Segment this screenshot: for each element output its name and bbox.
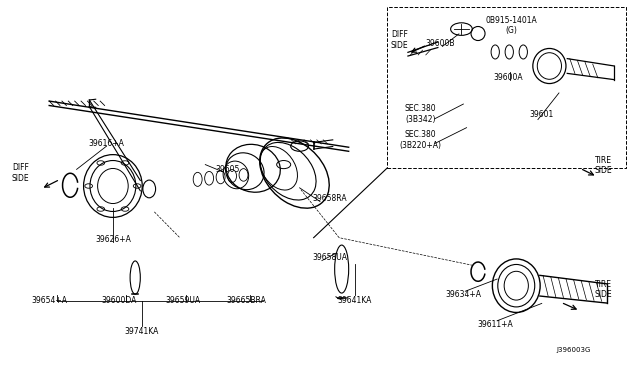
Text: 39600A: 39600A: [493, 73, 523, 81]
Text: 39659UA: 39659UA: [165, 296, 200, 305]
Text: TIRE
SIDE: TIRE SIDE: [595, 280, 612, 299]
Text: 39658UA: 39658UA: [312, 253, 347, 263]
Text: 39634+A: 39634+A: [445, 291, 481, 299]
Text: 39601: 39601: [530, 109, 554, 119]
Text: TIRE
SIDE: TIRE SIDE: [595, 156, 612, 175]
Text: 39600B: 39600B: [425, 39, 454, 48]
Text: J396003G: J396003G: [556, 347, 591, 353]
Text: 39641KA: 39641KA: [338, 296, 372, 305]
Text: 39665BRA: 39665BRA: [227, 296, 267, 305]
Text: 39658RA: 39658RA: [312, 195, 347, 203]
Text: 39605: 39605: [216, 165, 240, 174]
Text: SEC.380
(3B220+A): SEC.380 (3B220+A): [400, 130, 442, 150]
Text: 39741KA: 39741KA: [124, 327, 159, 336]
Text: 39611+A: 39611+A: [477, 320, 513, 329]
Text: 39616+A: 39616+A: [88, 139, 124, 148]
Text: 39626+A: 39626+A: [95, 235, 131, 244]
Text: DIFF
SIDE: DIFF SIDE: [12, 163, 29, 183]
Text: 39600DA: 39600DA: [102, 296, 137, 305]
Text: DIFF
SIDE: DIFF SIDE: [391, 31, 408, 50]
Text: SEC.380
(3B342): SEC.380 (3B342): [405, 104, 436, 124]
Text: 39654+A: 39654+A: [31, 296, 67, 305]
Text: 0B915-1401A
(G): 0B915-1401A (G): [485, 16, 537, 35]
